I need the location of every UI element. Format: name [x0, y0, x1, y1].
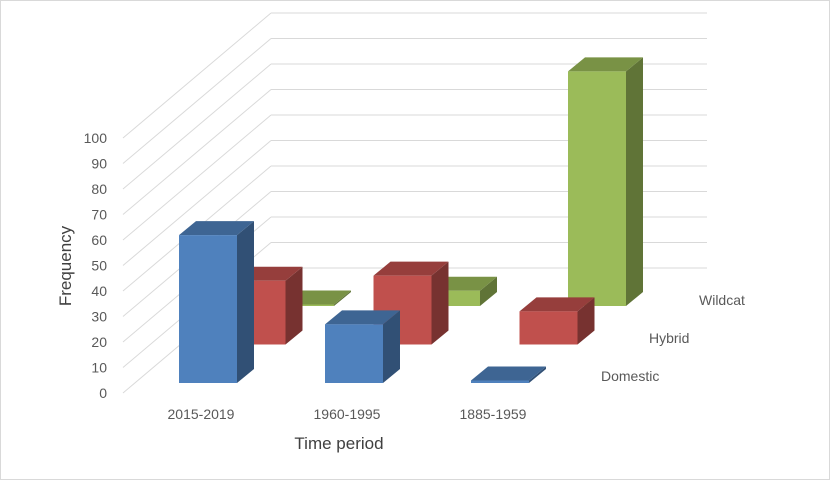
series-label-hybrid: Hybrid [649, 330, 689, 346]
y-tick-label: 0 [99, 385, 107, 401]
y-tick-labels: 0 10 20 30 40 50 60 70 80 90 100 [84, 130, 108, 401]
bar-front [179, 235, 237, 383]
bar-front [519, 311, 578, 345]
bar-side [285, 266, 303, 345]
bar-hybrid-1960-1995 [373, 261, 449, 345]
x-tick-label: 1885-1959 [460, 406, 527, 422]
y-tick-label: 70 [91, 207, 107, 223]
series-label-wildcat: Wildcat [699, 292, 745, 308]
bar-domestic-2015-2019 [179, 221, 254, 383]
bar-domestic-1885-1959 [471, 366, 546, 383]
bar-side [480, 276, 497, 306]
y-tick-label: 90 [91, 156, 107, 172]
bar-side [237, 221, 254, 383]
bar-domestic-1960-1995 [325, 310, 400, 383]
gridline-side [122, 89, 272, 215]
y-tick-label: 30 [91, 309, 107, 325]
y-tick-label: 20 [91, 334, 107, 350]
bar-front [325, 324, 383, 383]
bar-front [471, 380, 529, 383]
y-tick-label: 50 [91, 258, 107, 274]
x-tick-label: 1960-1995 [314, 406, 381, 422]
bar-top [568, 57, 643, 72]
gridline-side [122, 38, 272, 164]
gridline-side [122, 114, 272, 241]
bars [179, 57, 643, 383]
x-tick-label: 2015-2019 [168, 406, 235, 422]
bar-side [626, 57, 643, 307]
y-tick-label: 10 [91, 360, 107, 376]
gridline-side [122, 63, 272, 190]
bar-side [529, 366, 546, 383]
bar-side [383, 310, 400, 383]
bar-wildcat-1885-1959 [568, 57, 643, 307]
bar-top [373, 261, 449, 276]
y-tick-label: 80 [91, 181, 107, 197]
series-depth-labels: Domestic Hybrid Wildcat [601, 292, 745, 384]
bar-front [276, 304, 334, 306]
y-tick-label: 40 [91, 283, 107, 299]
x-tick-labels: 2015-2019 1960-1995 1885-1959 [168, 406, 527, 422]
bar-top [519, 297, 595, 312]
bar-side [431, 261, 449, 345]
bar-hybrid-1885-1959 [519, 297, 595, 345]
x-axis-title: Time period [294, 434, 383, 453]
gridline-side [122, 140, 272, 266]
series-label-domestic: Domestic [601, 368, 659, 384]
bar-top [325, 310, 400, 325]
bar-side [577, 297, 595, 345]
y-tick-label: 60 [91, 232, 107, 248]
y-axis-title: Frequency [56, 225, 75, 306]
y-tick-label: 100 [84, 130, 108, 146]
bar-top [179, 221, 254, 236]
bar-side [334, 290, 351, 306]
bar-top [471, 366, 546, 381]
bar-front [568, 71, 626, 307]
gridline-side [122, 12, 272, 139]
